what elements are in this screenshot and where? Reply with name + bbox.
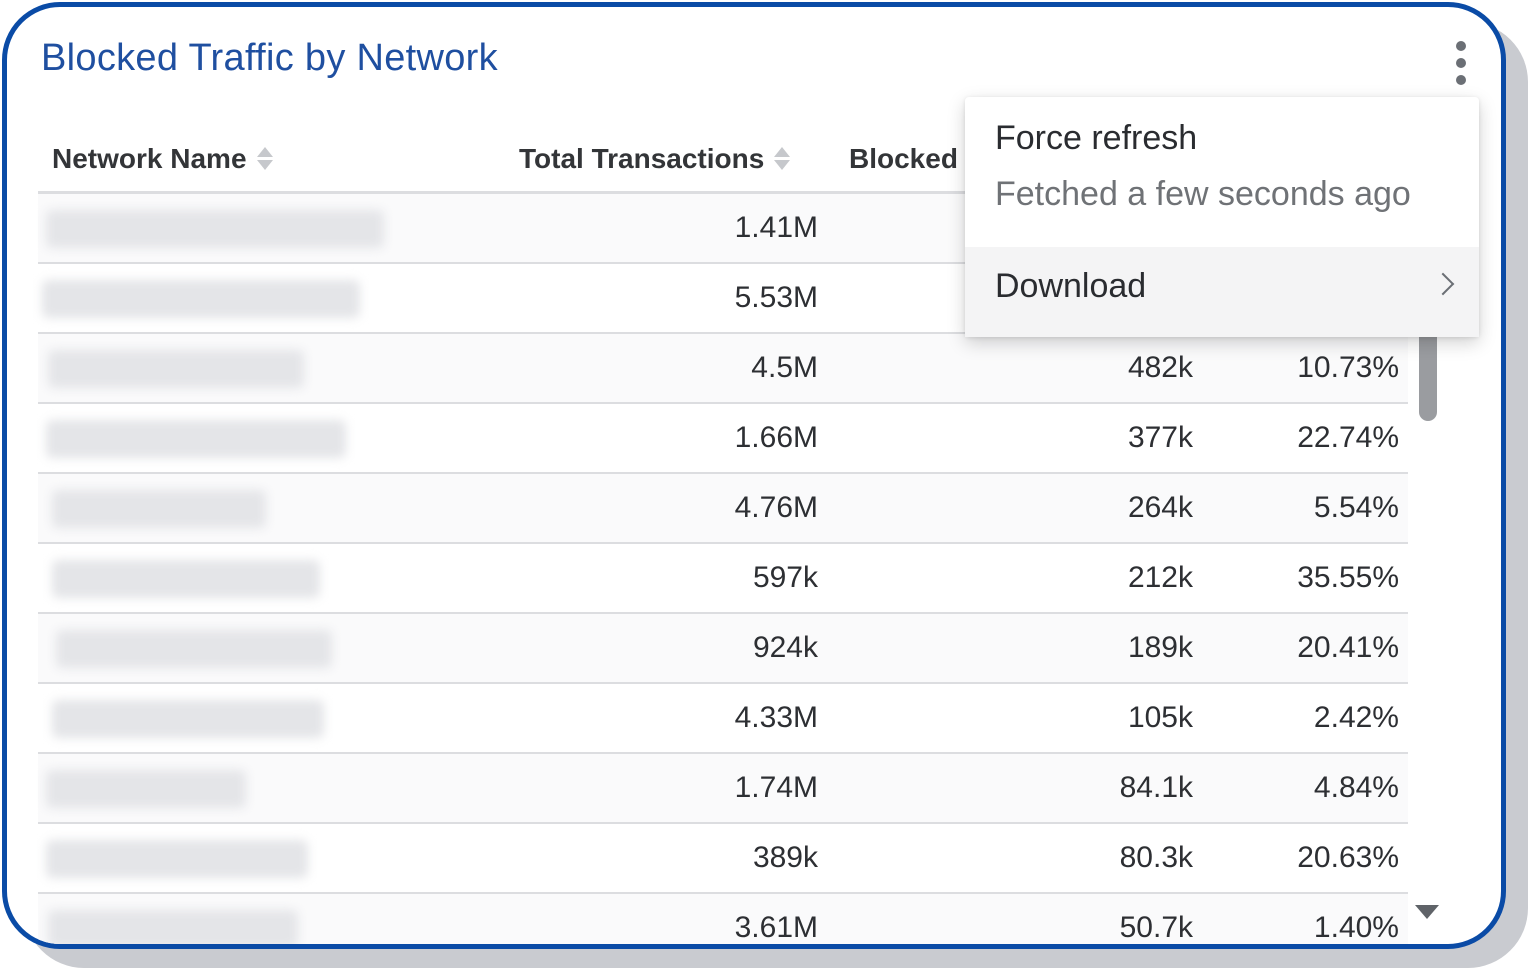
- blocked-count-cell: 189k: [1127, 631, 1193, 664]
- table-row[interactable]: 4.5M 482k 10.73%: [38, 334, 1408, 404]
- blocked-count-cell: 50.7k: [1119, 911, 1193, 944]
- total-transactions-cell: 4.76M: [734, 491, 818, 524]
- column-header-label: Total Transactions: [519, 143, 765, 174]
- blocked-percent-cell: 10.73%: [1297, 351, 1399, 384]
- options-dropdown-menu: Force refresh Fetched a few seconds ago …: [965, 97, 1479, 337]
- sort-icon: [256, 146, 273, 172]
- panel-title: Blocked Traffic by Network: [41, 37, 498, 79]
- column-header-total-transactions[interactable]: Total Transactions: [519, 143, 791, 175]
- table-row[interactable]: 3.61M 50.7k 1.40%: [38, 894, 1408, 944]
- column-header-label: Network Name: [52, 143, 247, 174]
- table-row[interactable]: 924k 189k 20.41%: [38, 614, 1408, 684]
- caret-down-icon[interactable]: [1415, 905, 1439, 919]
- table-row[interactable]: 5.53M: [38, 264, 1408, 334]
- more-options-button[interactable]: [1449, 41, 1473, 85]
- blocked-count-cell: 482k: [1127, 351, 1193, 384]
- column-header-blocked[interactable]: Blocked: [849, 143, 958, 175]
- total-transactions-cell: 1.41M: [734, 211, 818, 244]
- total-transactions-cell: 5.53M: [734, 281, 818, 314]
- menu-item-download[interactable]: Download: [965, 247, 1479, 337]
- table-row[interactable]: 597k 212k 35.55%: [38, 544, 1408, 614]
- column-header-label: Blocked: [849, 143, 958, 174]
- total-transactions-cell: 3.61M: [734, 911, 818, 944]
- sort-icon: [774, 146, 791, 172]
- total-transactions-cell: 4.33M: [734, 701, 818, 734]
- table-header: Network Name Total Transactions Blocked: [38, 125, 1408, 194]
- blocked-percent-cell: 4.84%: [1313, 771, 1399, 804]
- total-transactions-cell: 597k: [752, 561, 818, 594]
- blocked-percent-cell: 35.55%: [1297, 561, 1399, 594]
- network-name-redacted: [46, 210, 384, 248]
- menu-item-force-refresh[interactable]: Force refresh Fetched a few seconds ago: [965, 97, 1479, 245]
- table-row[interactable]: 4.76M 264k 5.54%: [38, 474, 1408, 544]
- total-transactions-cell: 389k: [752, 841, 818, 874]
- table-row[interactable]: 1.66M 377k 22.74%: [38, 404, 1408, 474]
- blocked-percent-cell: 20.63%: [1297, 841, 1399, 874]
- blocked-percent-cell: 22.74%: [1297, 421, 1399, 454]
- network-name-redacted: [48, 350, 304, 388]
- blocked-percent-cell: 20.41%: [1297, 631, 1399, 664]
- network-name-redacted: [52, 490, 266, 528]
- blocked-traffic-panel: Blocked Traffic by Network Network Name …: [2, 2, 1506, 949]
- network-name-redacted: [46, 420, 346, 458]
- network-name-redacted: [52, 700, 324, 738]
- blocked-percent-cell: 2.42%: [1313, 701, 1399, 734]
- blocked-count-cell: 377k: [1127, 421, 1193, 454]
- blocked-count-cell: 264k: [1127, 491, 1193, 524]
- blocked-count-cell: 212k: [1127, 561, 1193, 594]
- blocked-count-cell: 80.3k: [1119, 841, 1193, 874]
- table-row[interactable]: 4.33M 105k 2.42%: [38, 684, 1408, 754]
- table-body: 1.41M 5.53M 4.5M 482k 10.73% 1.66M 377k 22.74% 4…: [38, 194, 1408, 944]
- network-name-redacted: [46, 770, 246, 808]
- more-vertical-icon: [1456, 41, 1466, 51]
- total-transactions-cell: 1.74M: [734, 771, 818, 804]
- blocked-count-cell: 105k: [1127, 701, 1193, 734]
- more-vertical-icon-dot: [1456, 75, 1466, 85]
- network-name-redacted: [56, 630, 332, 668]
- blocked-count-cell: 84.1k: [1119, 771, 1193, 804]
- network-name-redacted: [52, 560, 320, 598]
- more-vertical-icon-dot: [1456, 58, 1466, 68]
- blocked-percent-cell: 1.40%: [1313, 911, 1399, 944]
- chevron-right-icon: [1431, 272, 1455, 296]
- menu-item-label: Force refresh: [995, 119, 1198, 157]
- blocked-percent-cell: 5.54%: [1313, 491, 1399, 524]
- column-header-network-name[interactable]: Network Name: [52, 143, 273, 175]
- table-row[interactable]: 1.74M 84.1k 4.84%: [38, 754, 1408, 824]
- network-name-redacted: [48, 910, 298, 944]
- network-name-redacted: [42, 280, 360, 318]
- menu-item-label: Download: [995, 267, 1147, 305]
- table-row[interactable]: 389k 80.3k 20.63%: [38, 824, 1408, 894]
- total-transactions-cell: 924k: [752, 631, 818, 664]
- total-transactions-cell: 1.66M: [734, 421, 818, 454]
- total-transactions-cell: 4.5M: [751, 351, 818, 384]
- fetched-status-text: Fetched a few seconds ago: [995, 175, 1411, 213]
- network-name-redacted: [46, 840, 308, 878]
